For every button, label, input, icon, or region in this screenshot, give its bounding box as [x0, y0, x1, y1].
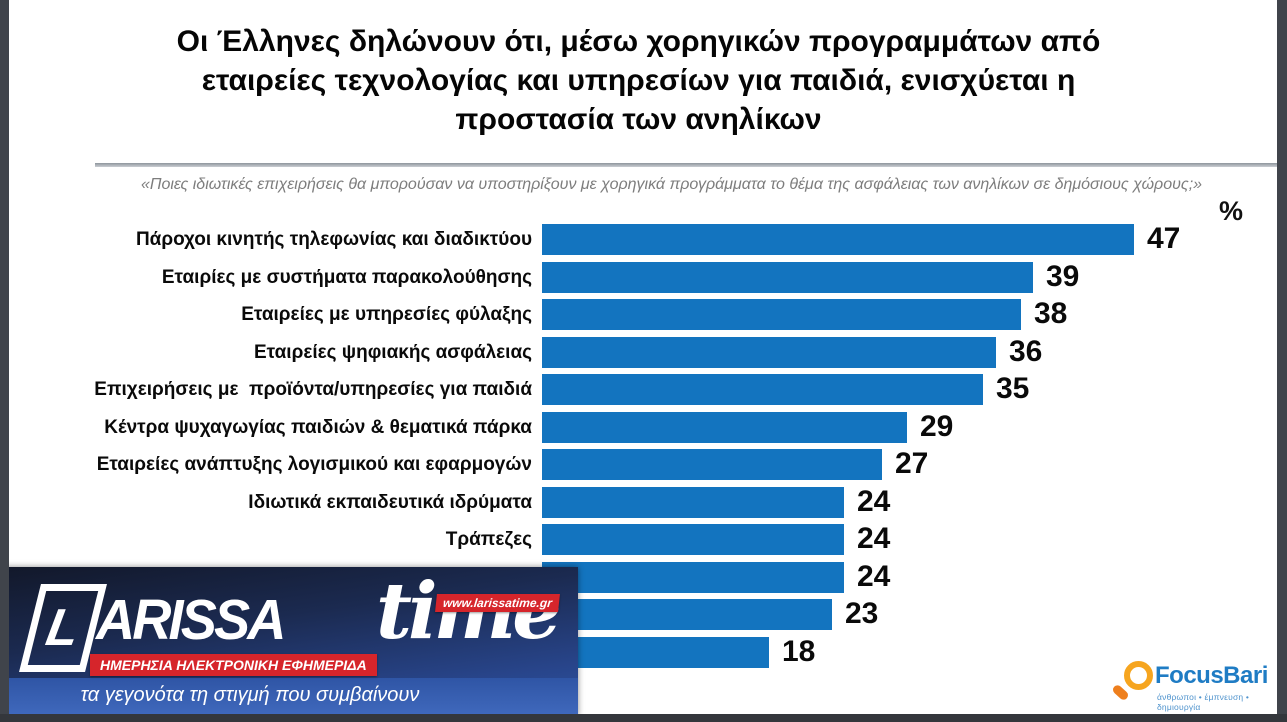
larissatime-watermark: L ARISSA time www.larissatime.gr ΗΜΕΡΗΣΙ… [0, 567, 578, 716]
chart-title: Οι Έλληνες δηλώνουν ότι, μέσω χορηγικών … [176, 25, 1101, 136]
value-label: 47 [1147, 222, 1181, 255]
value-label: 18 [782, 635, 816, 668]
bar [542, 562, 844, 593]
value-label: 29 [920, 410, 954, 443]
category-label: Εταιρείες με υπηρεσίες φύλαξης [241, 304, 532, 325]
focusbari-tagline: άνθρωποι • έμπνευση • δημιουργία [1157, 692, 1250, 712]
category-label: Τράπεζες [445, 529, 532, 550]
larissatime-brand-text: ARISSA [96, 588, 286, 652]
focusbari-name: FocusBari [1155, 662, 1268, 689]
larissatime-tagline-band: τα γεγονότα τη στιγμή που συμβαίνουν [0, 678, 578, 716]
value-label: 36 [1009, 335, 1043, 368]
category-label: Εταιρείες ψηφιακής ασφάλειας [253, 342, 532, 363]
bar [542, 299, 1021, 330]
larissatime-l-letter: L [41, 599, 85, 657]
focusbari-logo: FocusBari άνθρωποι • έμπνευση • δημιουργ… [1108, 658, 1280, 714]
magnifier-icon [1124, 661, 1153, 690]
magnifier-handle-icon [1111, 683, 1130, 702]
bar [542, 262, 1033, 293]
value-label: 23 [845, 597, 879, 630]
category-label: Πάροχοι κινητής τηλεφωνίας και διαδικτύο… [135, 229, 532, 250]
value-label: 27 [895, 447, 929, 480]
value-label: 35 [996, 372, 1030, 405]
survey-question-subtitle: «Ποιες ιδιωτικές επιχειρήσεις θα μπορούσ… [140, 176, 1203, 193]
larissatime-url-badge: www.larissatime.gr [435, 594, 560, 612]
bar [542, 374, 983, 405]
value-label: 38 [1034, 297, 1068, 330]
bar [542, 487, 844, 518]
value-label: 24 [857, 560, 891, 593]
bar [542, 599, 832, 630]
category-label: Εταιρίες με συστήματα παρακολούθησης [161, 267, 532, 288]
category-label: Επιχειρήσεις με προϊόντα/υπηρεσίες για π… [94, 379, 532, 400]
value-label: 39 [1046, 260, 1080, 293]
slide-frame-right [1277, 0, 1287, 722]
bar [542, 524, 844, 555]
bar [542, 224, 1134, 255]
title-separator-line [95, 163, 1277, 167]
larissatime-strip-badge: ΗΜΕΡΗΣΙΑ ΗΛΕΚΤΡΟΝΙΚΗ ΕΦΗΜΕΡΙΔΑ [90, 654, 377, 676]
bar [542, 449, 882, 480]
bar [542, 637, 769, 668]
bar [542, 412, 907, 443]
slide-frame-left [0, 0, 9, 722]
percent-unit-label: % [1219, 196, 1244, 226]
category-label: Εταιρείες ανάπτυξης λογισμικού και εφαρμ… [96, 454, 532, 475]
larissatime-time-text: time [376, 573, 562, 651]
larissatime-tagline: τα γεγονότα τη στιγμή που συμβαίνουν [80, 684, 420, 706]
category-label: Κέντρα ψυχαγωγίας παιδιών & θεματικά πάρ… [104, 417, 532, 438]
value-label: 24 [857, 522, 891, 555]
value-label: 24 [857, 485, 891, 518]
bar [542, 337, 996, 368]
category-label: Ιδιωτικά εκπαιδευτικά ιδρύματα [248, 492, 532, 513]
slide-frame-bottom [0, 714, 1287, 722]
